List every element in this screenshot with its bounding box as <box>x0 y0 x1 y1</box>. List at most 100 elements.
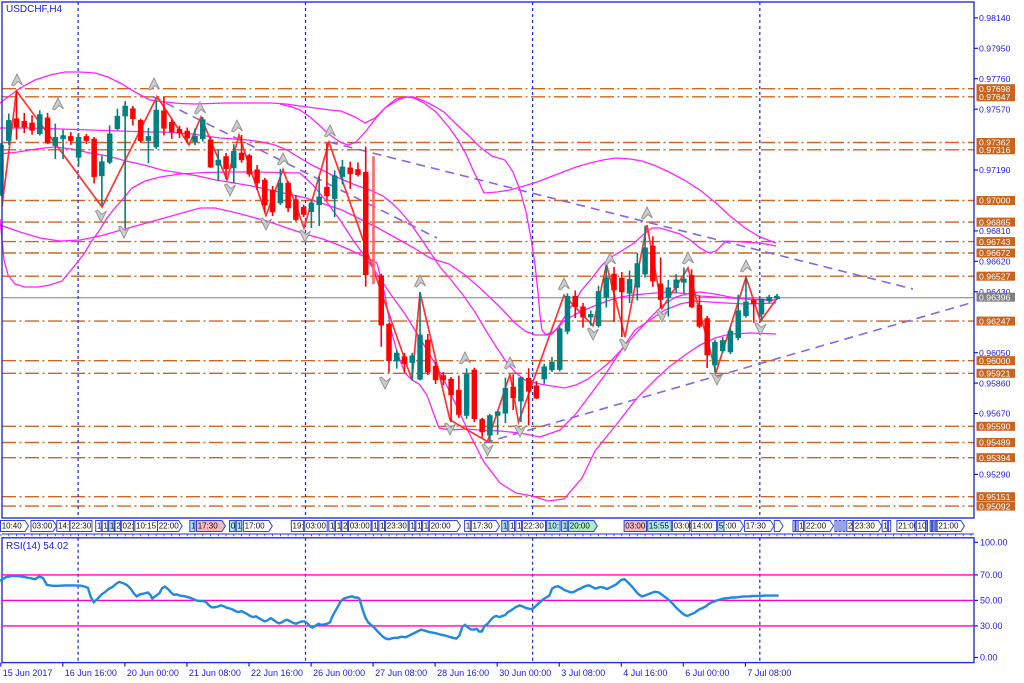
svg-text:22:00: 22:00 <box>159 522 180 531</box>
svg-text:1: 1 <box>97 522 102 531</box>
svg-text:20:00: 20:00 <box>570 522 591 531</box>
svg-text:USDCHF,H4: USDCHF,H4 <box>6 4 63 15</box>
svg-text:0.96050: 0.96050 <box>979 348 1011 358</box>
svg-text:70.00: 70.00 <box>980 570 1003 580</box>
svg-text:19:: 19: <box>293 522 304 531</box>
svg-text:1: 1 <box>410 522 415 531</box>
svg-text:1: 1 <box>883 522 888 531</box>
svg-text:1: 1 <box>424 522 429 531</box>
svg-text:03:00: 03:00 <box>625 522 646 531</box>
svg-text:1: 1 <box>380 522 385 531</box>
svg-text:16 Jun 16:00: 16 Jun 16:00 <box>65 668 117 678</box>
svg-text:1: 1 <box>373 522 378 531</box>
svg-text:0.96810: 0.96810 <box>979 226 1011 236</box>
svg-text:0: 0 <box>231 522 236 531</box>
svg-text:1: 1 <box>466 522 471 531</box>
svg-text:0.97950: 0.97950 <box>979 44 1011 54</box>
svg-text:1: 1 <box>503 522 508 531</box>
svg-text:1: 1 <box>330 522 335 531</box>
svg-text:0.97760: 0.97760 <box>979 74 1011 84</box>
svg-text:17:30: 17:30 <box>473 522 494 531</box>
svg-text:1: 1 <box>417 522 422 531</box>
svg-text:1: 1 <box>563 522 568 531</box>
svg-text:10:15: 10:15 <box>136 522 157 531</box>
svg-text:28 Jun 16:00: 28 Jun 16:00 <box>437 668 489 678</box>
svg-text:0.95860: 0.95860 <box>979 378 1011 388</box>
svg-text:1: 1 <box>237 522 242 531</box>
svg-text:22:30: 22:30 <box>524 522 545 531</box>
svg-text:0.98140: 0.98140 <box>979 13 1011 23</box>
svg-text:1: 1 <box>517 522 522 531</box>
svg-text:0.97570: 0.97570 <box>979 104 1011 114</box>
svg-text:20:00: 20:00 <box>431 522 452 531</box>
svg-text:0.96865: 0.96865 <box>979 217 1011 227</box>
svg-text:03:00: 03:00 <box>350 522 371 531</box>
svg-text:0.00: 0.00 <box>980 653 998 663</box>
svg-text:15 Jun 2017: 15 Jun 2017 <box>3 668 53 678</box>
svg-text:0.96672: 0.96672 <box>979 248 1011 258</box>
svg-text:1: 1 <box>191 522 196 531</box>
svg-text:20 Jun 00:00: 20 Jun 00:00 <box>127 668 179 678</box>
svg-text:0.97000: 0.97000 <box>979 196 1011 206</box>
svg-text:17:30: 17:30 <box>198 522 219 531</box>
svg-text:1: 1 <box>337 522 342 531</box>
svg-text:2: 2 <box>848 522 853 531</box>
svg-text:30.00: 30.00 <box>980 621 1003 631</box>
svg-text:0.96396: 0.96396 <box>979 292 1011 302</box>
svg-text:3 Jul 08:00: 3 Jul 08:00 <box>561 668 605 678</box>
svg-text:17:00: 17:00 <box>245 522 266 531</box>
svg-text:0.95921: 0.95921 <box>979 369 1011 379</box>
svg-text:10:40: 10:40 <box>2 522 23 531</box>
svg-text:5: 5 <box>719 522 724 531</box>
svg-text:4 Jul 16:00: 4 Jul 16:00 <box>623 668 667 678</box>
svg-text:0.95151: 0.95151 <box>979 492 1011 502</box>
svg-text:03:00: 03:00 <box>32 522 53 531</box>
svg-text:0.97647: 0.97647 <box>979 92 1011 102</box>
svg-text:10:: 10: <box>548 522 559 531</box>
svg-text:15:55: 15:55 <box>649 522 670 531</box>
svg-text:27 Jun 08:00: 27 Jun 08:00 <box>375 668 427 678</box>
svg-text:0.97698: 0.97698 <box>979 84 1011 94</box>
svg-text:7 Jul 08:00: 7 Jul 08:00 <box>747 668 791 678</box>
svg-text:14:00: 14:00 <box>692 522 713 531</box>
svg-text:0.96620: 0.96620 <box>979 257 1011 267</box>
svg-text:0.95394: 0.95394 <box>979 453 1011 463</box>
svg-text:0.95670: 0.95670 <box>979 409 1011 419</box>
svg-text:26 Jun 00:00: 26 Jun 00:00 <box>313 668 365 678</box>
svg-text:1: 1 <box>510 522 515 531</box>
svg-text:22:00: 22:00 <box>806 522 827 531</box>
svg-text:03:00: 03:00 <box>306 522 327 531</box>
svg-text:100.00: 100.00 <box>980 538 1008 548</box>
svg-text:6 Jul 00:00: 6 Jul 00:00 <box>685 668 729 678</box>
svg-text:2: 2 <box>343 522 348 531</box>
svg-text:1: 1 <box>799 522 804 531</box>
svg-text:10: 10 <box>918 522 927 531</box>
svg-text:0.95092: 0.95092 <box>979 501 1011 511</box>
svg-text:0.95590: 0.95590 <box>979 422 1011 432</box>
svg-text:0.96247: 0.96247 <box>979 316 1011 326</box>
svg-text:1: 1 <box>110 522 115 531</box>
svg-text:0.97362: 0.97362 <box>979 138 1011 148</box>
svg-text:1: 1 <box>103 522 108 531</box>
svg-text:0.97316: 0.97316 <box>979 145 1011 155</box>
svg-text::00: :00 <box>725 522 737 531</box>
svg-text:RSI(14) 54.02: RSI(14) 54.02 <box>6 541 69 552</box>
svg-text:0.95489: 0.95489 <box>979 438 1011 448</box>
svg-text:0.95290: 0.95290 <box>979 470 1011 480</box>
svg-text:21 Jun 08:00: 21 Jun 08:00 <box>189 668 241 678</box>
svg-text:02:: 02: <box>123 522 134 531</box>
svg-text:21:00: 21:00 <box>938 522 959 531</box>
svg-text:50.00: 50.00 <box>980 596 1003 606</box>
svg-text:23:30: 23:30 <box>387 522 408 531</box>
svg-text:0.96000: 0.96000 <box>979 356 1011 366</box>
svg-text:22 Jun 16:00: 22 Jun 16:00 <box>251 668 303 678</box>
svg-text:17:30: 17:30 <box>746 522 767 531</box>
svg-text:23:30: 23:30 <box>855 522 876 531</box>
svg-text:0.96743: 0.96743 <box>979 237 1011 247</box>
svg-text:2: 2 <box>116 522 121 531</box>
svg-text:0.96527: 0.96527 <box>979 271 1011 281</box>
svg-text:21:00: 21:00 <box>898 522 919 531</box>
svg-text:0.97190: 0.97190 <box>979 165 1011 175</box>
svg-text:22:30: 22:30 <box>71 522 92 531</box>
svg-text:0.96430: 0.96430 <box>979 287 1011 297</box>
